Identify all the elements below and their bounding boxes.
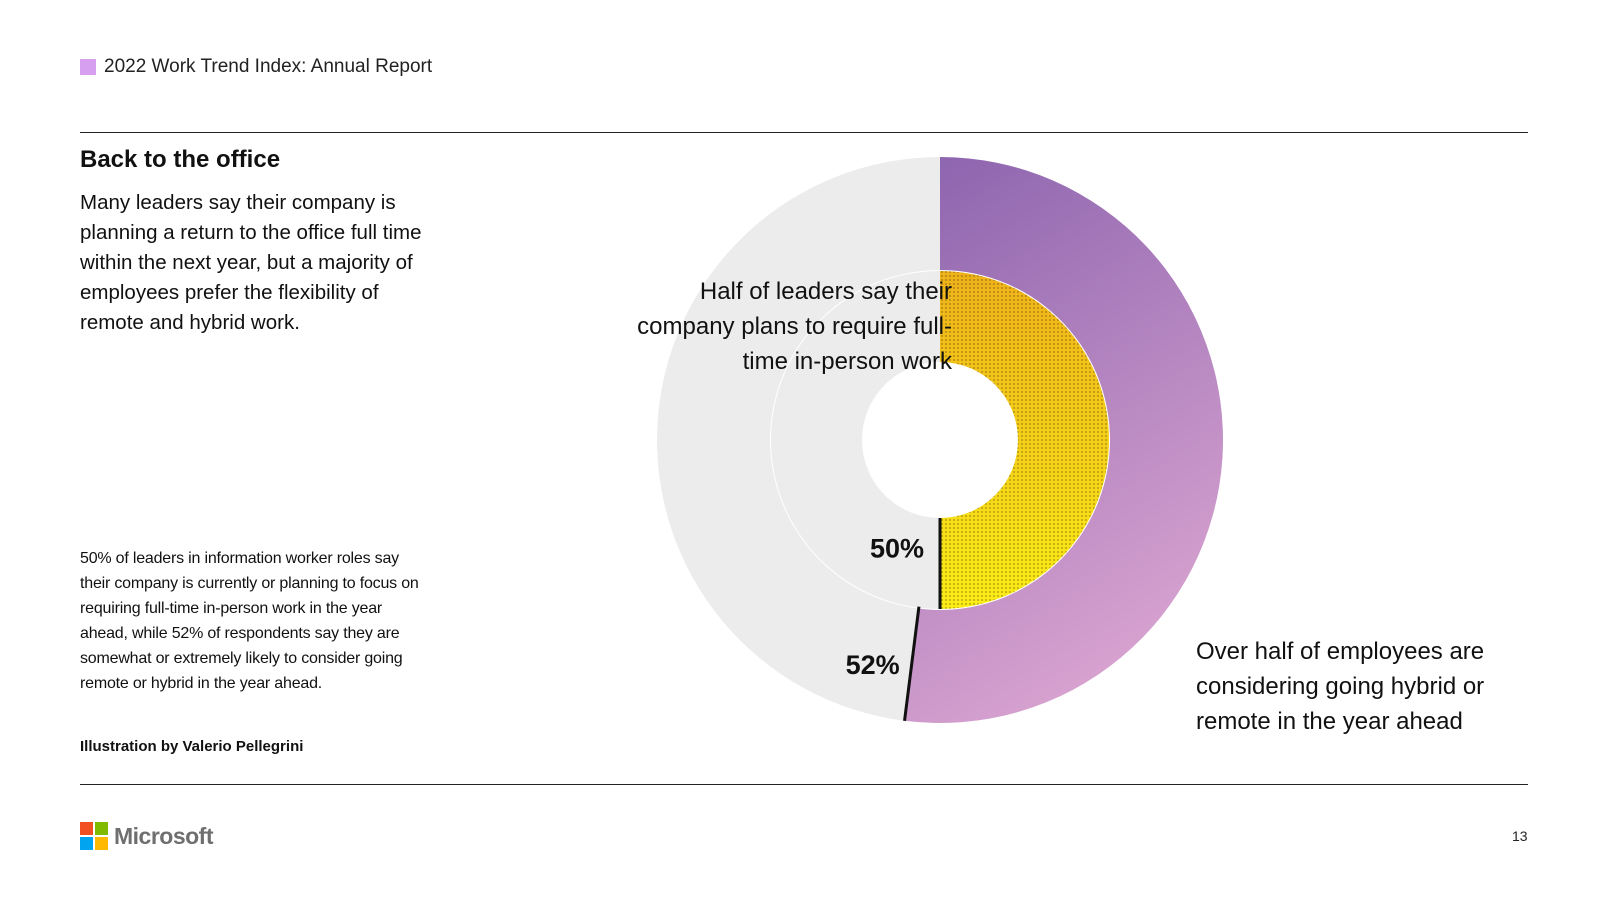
inner-remainder-arc <box>771 271 940 609</box>
employees-callout: Over half of employees are considering g… <box>1196 638 1485 735</box>
leaders-callout: Half of leaders say their company plans … <box>637 278 952 375</box>
microsoft-wordmark: Microsoft <box>114 822 214 849</box>
outer-remainder-arc <box>657 157 940 721</box>
logo-square-yellow <box>95 837 108 850</box>
footnote: 50% of leaders in information worker rol… <box>80 550 419 692</box>
section-title: Back to the office <box>80 146 281 173</box>
bottom-divider <box>80 784 1528 785</box>
microsoft-logo-icon <box>80 822 108 850</box>
outer-value-label: 52% <box>846 650 900 680</box>
nested-donut-chart: 52% 50% <box>657 157 1224 723</box>
header-swatch <box>80 59 96 75</box>
outer-value-arc <box>904 157 1224 723</box>
logo-square-blue <box>80 837 93 850</box>
microsoft-logo: Microsoft <box>80 822 214 850</box>
report-header: 2022 Work Trend Index: Annual Report <box>80 56 432 78</box>
page-number: 13 <box>1512 828 1528 844</box>
top-divider <box>80 132 1528 133</box>
outer-value-marker <box>903 606 921 721</box>
illustration-credit: Illustration by Valerio Pellegrini <box>80 738 304 755</box>
logo-square-green <box>95 822 108 835</box>
report-title: 2022 Work Trend Index: Annual Report <box>104 56 433 77</box>
logo-square-red <box>80 822 93 835</box>
intro-paragraph: Many leaders say their company is planni… <box>80 191 422 334</box>
inner-value-texture <box>940 271 1109 609</box>
inner-value-label: 50% <box>870 534 924 564</box>
